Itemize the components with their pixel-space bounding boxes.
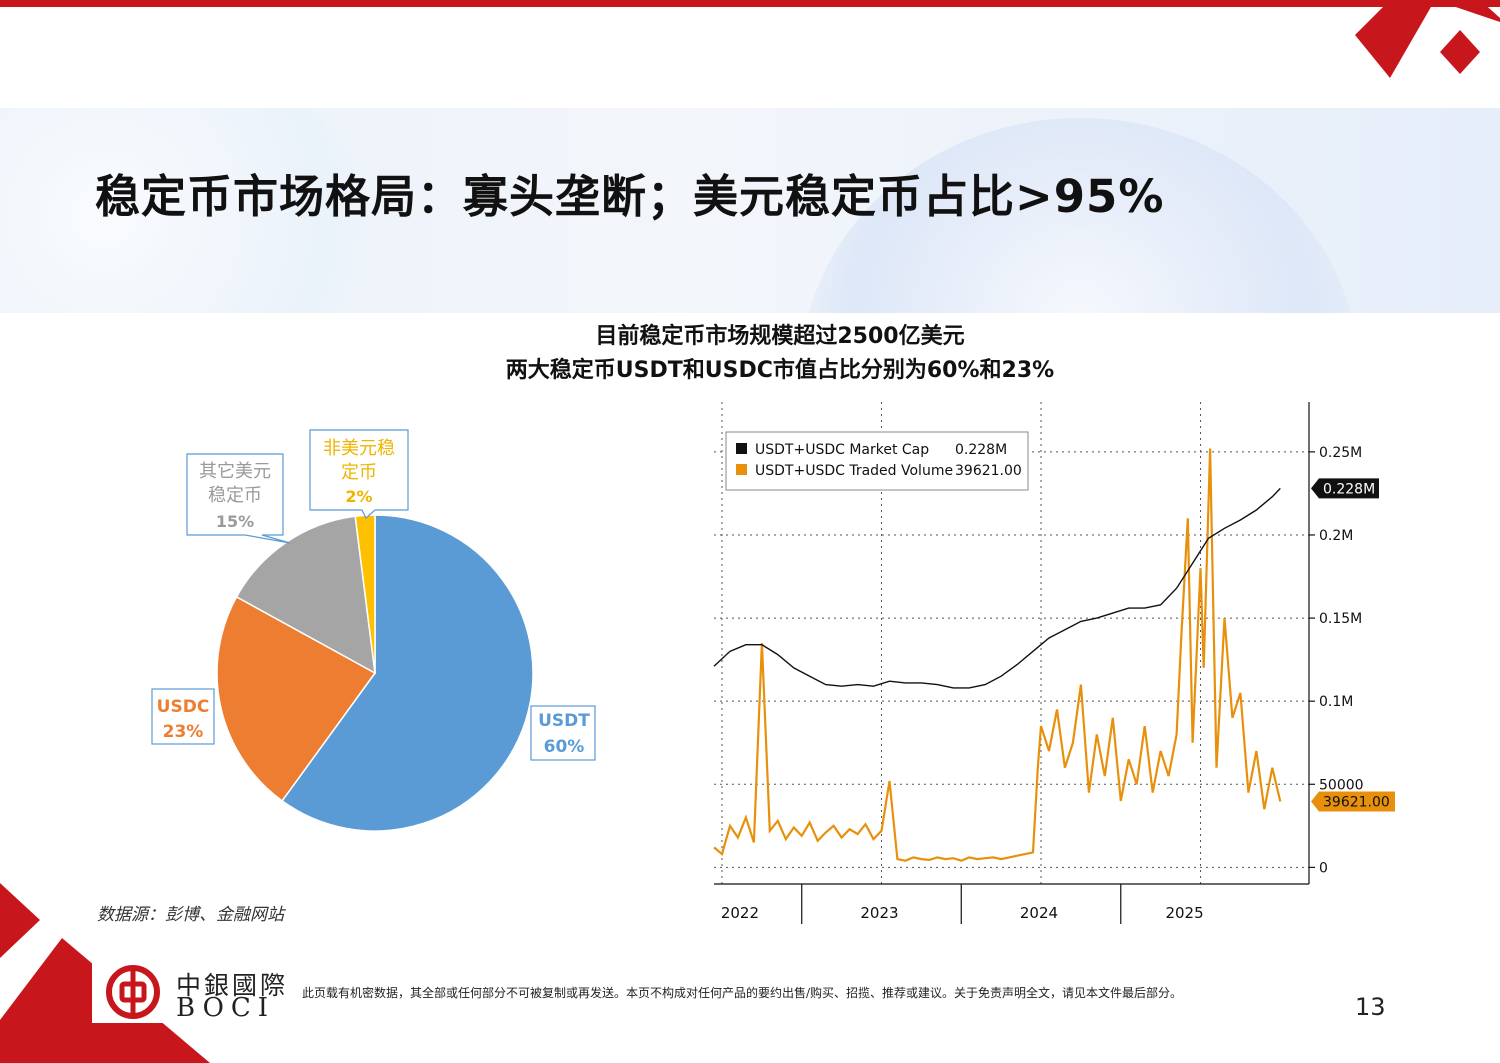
volume-last-value-tag: 39621.00 [1311,791,1395,812]
pie-pct-non-usd: 2% [345,487,372,506]
x-tick-label: 2022 [721,904,759,922]
pie-callout-non-usd: 非美元稳 定币 2% [309,429,409,519]
pie-callout-other-usd: 其它美元 稳定币 15% [186,453,291,544]
disclaimer-text: 此页载有机密数据，其全部或任何部分不可被复制或再发送。本页不构成对任何产品的要约… [302,986,1183,1000]
slide-title: 稳定币市场格局：寡头垄断；美元稳定币占比>95% [95,170,1165,223]
svg-text:39621.00: 39621.00 [1323,795,1390,811]
pie-pct-usdt: 60% [544,737,585,757]
y-tick-label: 0.2M [1319,528,1353,544]
pie-callout-usdc: USDC 23% [151,688,215,745]
x-tick-label: 2025 [1165,904,1203,922]
pie-label-other-usd-1: 其它美元 [199,461,271,482]
y-tick-label: 0.1M [1319,694,1353,710]
legend-market-cap-value: 0.228M [955,442,1007,458]
pie-label-non-usd-1: 非美元稳 [323,438,395,459]
usdt-usdc-market-cap-volume-chart: 2022 2023 2024 2025 0 50000 0.1M 0.15M 0.2M 0.25… [713,402,1395,924]
svg-text:0.228M: 0.228M [1323,481,1375,497]
stablecoin-share-pie-chart: USDT 60% USDC 23% 其它美元 稳定币 15% 非美元稳 定币 2… [151,429,596,832]
y-tick-label: 0.25M [1319,445,1362,461]
pie-callout-usdt: USDT 60% [530,705,596,761]
pie-slice-usdt [281,514,534,832]
brand-name-en: BOCI [176,993,276,1023]
page-number: 13 [1355,993,1386,1021]
pie-label-usdt: USDT [538,711,590,731]
y-tick-label: 50000 [1319,777,1364,793]
pie-pct-usdc: 23% [163,722,204,742]
line-legend: USDT+USDC Market Cap 0.228M USDT+USDC Tr… [725,431,1029,491]
legend-volume-value: 39621.00 [955,463,1022,479]
pie-label-usdc: USDC [157,697,210,717]
market-cap-last-value-tag: 0.228M [1311,478,1379,499]
pie-pct-other-usd: 15% [216,512,254,531]
brand-name-cn: 中銀國際 [176,971,289,1000]
legend-volume-name: USDT+USDC Traded Volume [755,463,953,479]
title-banner [0,108,1500,313]
pie-slice-usdc [216,595,377,802]
top-red-bar [0,0,1500,7]
y-tick-label: 0 [1319,860,1328,876]
data-source: 数据源：彭博、金融网站 [97,905,284,925]
traded-volume-line [713,448,1282,862]
pie-label-other-usd-2: 稳定币 [208,485,262,506]
pie-label-non-usd-2: 定币 [341,462,377,483]
corner-diamond-logo [1355,0,1500,78]
chart-subtitle-line1: 目前稳定币市场规模超过2500亿美元 [595,324,965,349]
legend-market-cap-name: USDT+USDC Market Cap [755,442,929,458]
boc-logo-icon [106,965,160,1019]
y-tick-label: 0.15M [1319,611,1362,627]
x-tick-label: 2023 [860,904,898,922]
chart-subtitle-line2: 两大稳定币USDT和USDC市值占比分别为60%和23% [505,358,1055,383]
market-cap-line [713,487,1281,689]
x-tick-label: 2024 [1020,904,1058,922]
